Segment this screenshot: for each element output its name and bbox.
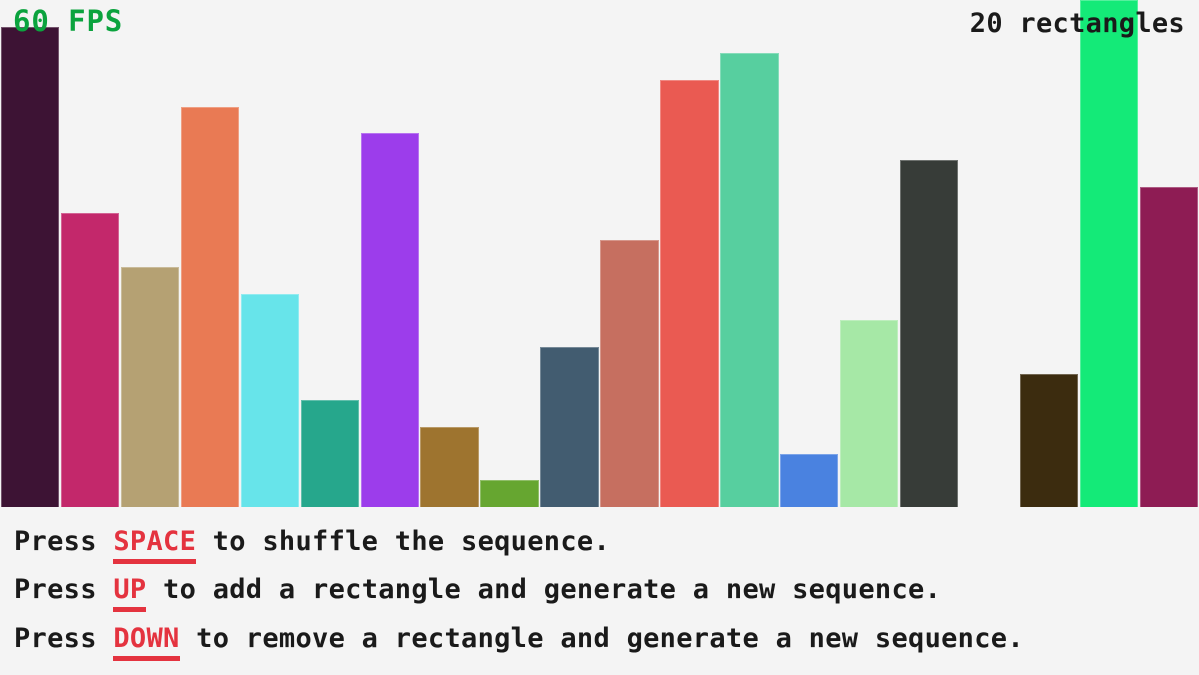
bar [540, 347, 599, 507]
bar [120, 267, 180, 507]
bar [1079, 0, 1139, 507]
instruction-suffix: to remove a rectangle and generate a new… [179, 623, 1024, 654]
bar [900, 160, 959, 507]
instruction-suffix: to shuffle the sequence. [196, 526, 611, 557]
instruction-prefix: Press [14, 623, 114, 654]
bar [1019, 374, 1079, 507]
instruction-add: Press UP to add a rectangle and generate… [14, 576, 941, 612]
bar [0, 27, 60, 507]
key-label-up: UP [113, 576, 147, 612]
key-label-space: SPACE [113, 528, 197, 564]
bar [360, 133, 419, 507]
bar [720, 53, 779, 507]
instruction-suffix: to add a rectangle and generate a new se… [146, 574, 942, 605]
bar [780, 454, 839, 507]
bar [660, 80, 719, 507]
fps-counter: 60 FPS [13, 4, 124, 38]
bar [420, 427, 479, 507]
rectangle-count: 20 rectangles [969, 8, 1185, 39]
instruction-prefix: Press [14, 574, 114, 605]
bar [300, 400, 359, 507]
bar-sequence [0, 0, 1199, 507]
key-label-down: DOWN [113, 625, 180, 661]
bar [240, 294, 299, 507]
instruction-remove: Press DOWN to remove a rectangle and gen… [14, 625, 1024, 661]
bar [180, 107, 239, 507]
instruction-shuffle: Press SPACE to shuffle the sequence. [14, 528, 610, 564]
bar [480, 480, 539, 507]
bar [840, 320, 899, 507]
bar [60, 213, 120, 507]
bar [600, 240, 659, 507]
bar [1139, 187, 1199, 507]
instruction-prefix: Press [14, 526, 114, 557]
